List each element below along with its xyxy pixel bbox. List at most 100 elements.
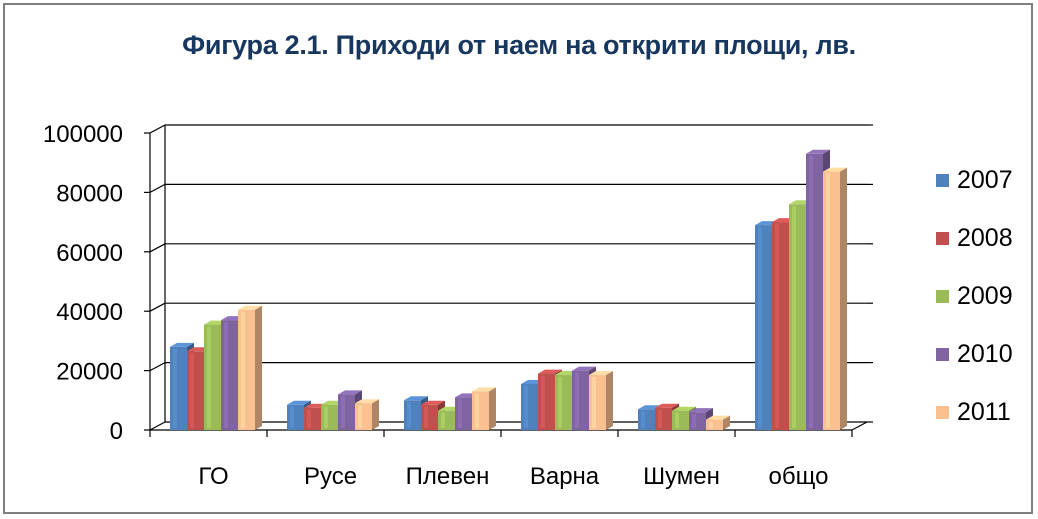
legend-swatch-2007	[936, 173, 949, 187]
bar-highlight	[775, 224, 779, 428]
bar-top	[404, 396, 428, 401]
bar-top	[706, 415, 730, 420]
gridline-depth	[149, 183, 166, 193]
gridline-depth	[149, 362, 166, 372]
x-tick-label: ГО	[198, 463, 228, 490]
legend-swatch-2011	[936, 405, 949, 419]
bar-highlight	[675, 412, 679, 428]
y-tick-labels: 0 20000 40000 60000 80000 100000	[43, 121, 123, 445]
bar-front	[421, 404, 438, 430]
y-tick-label: 40000	[56, 299, 123, 326]
bar-front	[187, 351, 204, 430]
bar-highlight	[190, 353, 194, 428]
legend-item-2009: 2009	[936, 281, 1013, 311]
x-tick-label: Шумен	[643, 463, 720, 490]
legend-swatch-2008	[936, 231, 949, 245]
bar-front	[204, 324, 221, 430]
bar-front	[287, 404, 304, 430]
chart-title: Фигура 2.1. Приходи от наем на открити п…	[182, 30, 856, 60]
bar-2011-общо	[823, 167, 847, 431]
bar-top	[806, 149, 830, 154]
bar-top	[355, 399, 379, 404]
bar-2011-Шумен	[706, 415, 730, 430]
x-tick-labels: ГО Русе Плевен Варна Шумен общо	[198, 463, 828, 490]
bar-highlight	[558, 377, 562, 428]
gridline-depth	[149, 124, 166, 134]
bar-side	[255, 305, 262, 430]
bar-highlight	[475, 393, 479, 428]
bar-front	[655, 407, 672, 430]
bar-highlight	[290, 406, 294, 428]
bar-top	[589, 371, 613, 376]
bar-side	[840, 167, 847, 431]
bar-2011-Плевен	[472, 387, 496, 430]
bar-front	[806, 153, 823, 431]
bar-front	[823, 171, 840, 431]
x-tick-label: Варна	[530, 463, 600, 490]
bar-highlight	[207, 326, 211, 428]
legend-swatch-2010	[936, 347, 949, 361]
bar-side	[489, 387, 496, 430]
bar-top	[472, 387, 496, 392]
bar-highlight	[458, 399, 462, 428]
bars	[170, 149, 847, 431]
bar-front	[404, 400, 421, 430]
bar-2011-ГО	[238, 305, 262, 430]
bar-front	[438, 410, 455, 430]
bar-highlight	[424, 406, 428, 428]
legend-item-2008: 2008	[936, 223, 1013, 253]
legend-label-2010: 2010	[957, 339, 1013, 368]
bar-front	[521, 383, 538, 430]
legend-item-2011: 2011	[936, 397, 1011, 427]
bar-highlight	[541, 375, 545, 428]
bar-front	[304, 407, 321, 430]
bar-top	[170, 342, 194, 347]
bar-highlight	[592, 377, 596, 428]
legend-item-2007: 2007	[936, 165, 1013, 195]
bar-front	[455, 397, 472, 430]
bar-highlight	[575, 372, 579, 428]
bar-highlight	[307, 409, 311, 428]
bar-highlight	[241, 311, 245, 428]
bar-highlight	[341, 396, 345, 428]
x-axis-depth	[851, 421, 868, 431]
legend-label-2008: 2008	[957, 223, 1013, 252]
bar-front	[689, 412, 706, 430]
bar-front	[589, 375, 606, 430]
bar-top	[238, 305, 262, 310]
bar-top	[287, 400, 311, 405]
bar-front	[672, 410, 689, 430]
bar-side	[723, 415, 730, 430]
bar-side	[372, 399, 379, 430]
gridline-depth	[149, 421, 166, 431]
y-tick-label: 60000	[56, 240, 123, 267]
bar-front	[238, 309, 255, 430]
bar-top	[655, 403, 679, 408]
bar-side	[606, 371, 613, 430]
bar-front	[638, 409, 655, 430]
bar-front	[572, 370, 589, 430]
x-tick-label: Русе	[304, 463, 357, 490]
bar-front	[472, 391, 489, 430]
bar-front	[772, 222, 789, 430]
bar-highlight	[524, 385, 528, 428]
bar-highlight	[692, 414, 696, 428]
bar-highlight	[709, 421, 713, 428]
bar-top	[421, 400, 445, 405]
bar-highlight	[792, 206, 796, 428]
gridline-depth	[149, 243, 166, 253]
y-tick-label: 20000	[56, 359, 123, 386]
bar-front	[221, 320, 238, 430]
x-tick-label: Плевен	[406, 463, 490, 490]
bar-highlight	[407, 402, 411, 428]
bar-highlight	[358, 405, 362, 428]
bar-top	[672, 406, 696, 411]
bar-highlight	[224, 322, 228, 428]
grid-layer	[149, 124, 873, 431]
bar-front	[321, 404, 338, 430]
legend-label-2011: 2011	[957, 397, 1011, 426]
y-tick-label: 100000	[43, 121, 123, 148]
bar-front	[706, 419, 723, 430]
bar-2011-Варна	[589, 371, 613, 430]
